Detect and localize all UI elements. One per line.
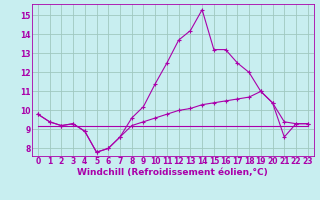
X-axis label: Windchill (Refroidissement éolien,°C): Windchill (Refroidissement éolien,°C) <box>77 168 268 177</box>
